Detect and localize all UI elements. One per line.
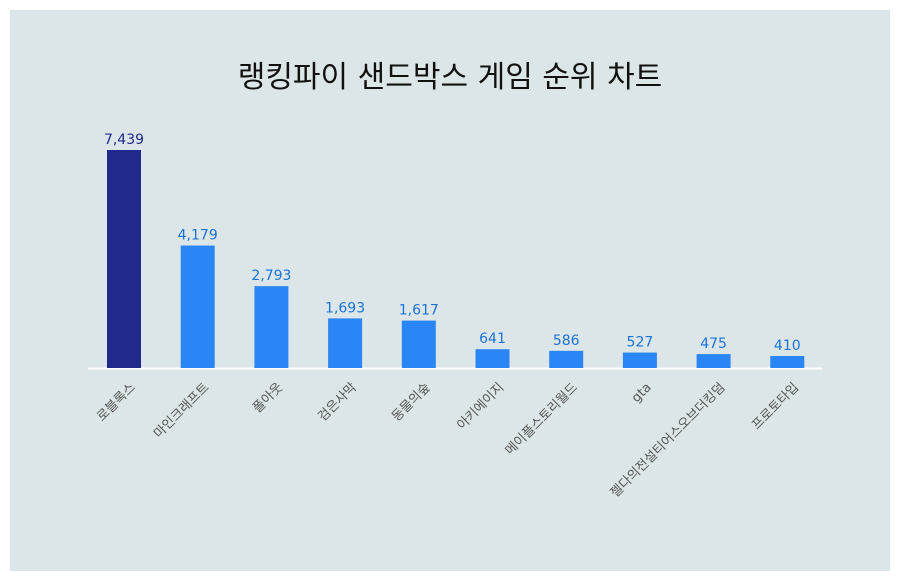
bar bbox=[696, 354, 731, 368]
category-label: 아키에이지 bbox=[454, 380, 507, 433]
bar bbox=[254, 286, 289, 368]
bar bbox=[770, 355, 805, 368]
bar bbox=[401, 320, 436, 368]
bar bbox=[180, 245, 215, 368]
category-label: 로블록스 bbox=[94, 380, 138, 424]
category-label: gta bbox=[629, 380, 655, 406]
data-label: 475 bbox=[700, 336, 727, 352]
category-label: 마인크래프트 bbox=[151, 380, 212, 441]
data-label: 410 bbox=[774, 338, 801, 354]
bar bbox=[107, 150, 141, 368]
chart-title: 랭킹파이 샌드박스 게임 순위 차트 bbox=[237, 60, 663, 95]
category-label: 프로토타입 bbox=[749, 380, 802, 433]
category-label: 동물의숲 bbox=[389, 380, 433, 424]
data-label: 586 bbox=[553, 333, 580, 349]
data-label: 1,693 bbox=[325, 300, 365, 316]
chart-background bbox=[10, 10, 890, 571]
data-label: 7,439 bbox=[104, 132, 144, 148]
category-label: 검은사막 bbox=[315, 380, 359, 424]
bar bbox=[328, 318, 363, 368]
bar bbox=[549, 350, 584, 368]
data-label: 2,793 bbox=[251, 268, 291, 284]
bar bbox=[622, 352, 657, 368]
category-label: 폴아웃 bbox=[250, 380, 286, 416]
data-label: 641 bbox=[479, 331, 506, 347]
category-label: 젤다의전설티어스오브더킹덤 bbox=[608, 380, 729, 501]
data-label: 1,617 bbox=[399, 303, 439, 319]
data-label: 4,179 bbox=[178, 228, 218, 244]
category-label: 메이플스토리월드 bbox=[503, 380, 581, 458]
bar bbox=[475, 349, 510, 368]
data-label: 527 bbox=[627, 335, 654, 351]
